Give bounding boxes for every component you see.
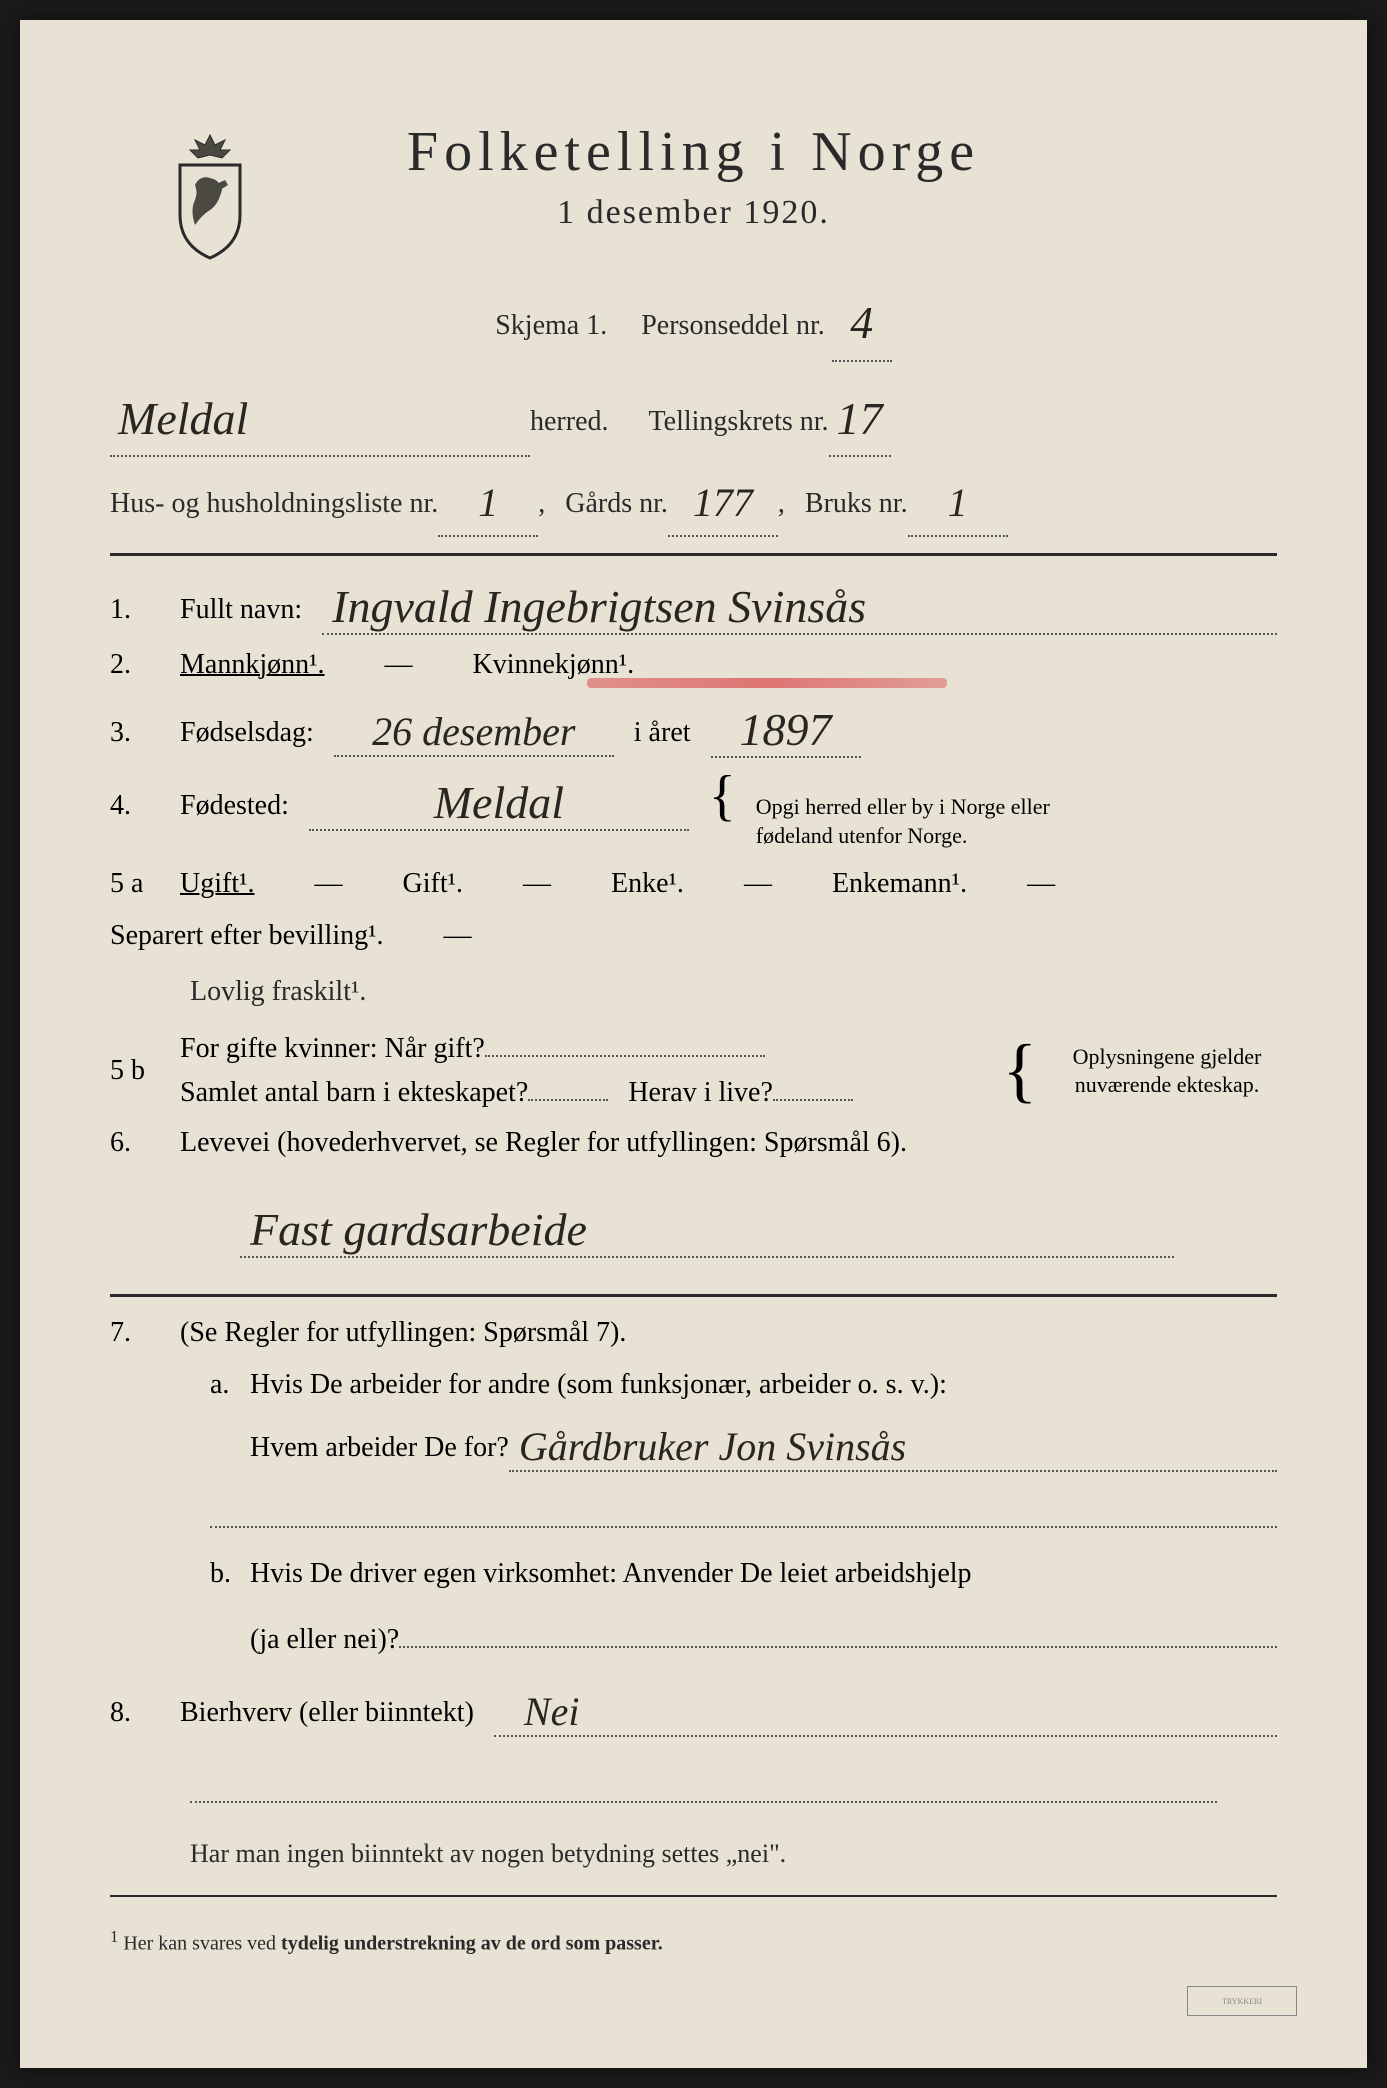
q7a-text2: Hvem arbeider De for? (250, 1432, 509, 1464)
q4-value: Meldal (309, 776, 689, 831)
footnote-num: 1 (110, 1927, 118, 1946)
q7a-fill2 (210, 1488, 1277, 1528)
q1-row: 1. Fullt navn: Ingvald Ingebrigtsen Svin… (110, 576, 1277, 631)
q8-fill2 (190, 1763, 1217, 1803)
q7b-text2: (ja eller nei)? (250, 1624, 399, 1656)
q5a-opt3: Enke¹. (611, 868, 684, 900)
q5a-row2: Lovlig fraskilt¹. (190, 970, 1277, 1015)
main-title: Folketelling i Norge (110, 120, 1277, 184)
q3-year: 1897 (711, 703, 861, 758)
q7b-text1: Hvis De driver egen virksomhet: Anvender… (250, 1558, 972, 1590)
divider-2 (110, 1294, 1277, 1297)
q7-label: (Se Regler for utfyllingen: Spørsmål 7). (180, 1317, 626, 1349)
q5a-opt6: Lovlig fraskilt¹. (190, 976, 366, 1007)
q7b-label: b. (210, 1558, 250, 1590)
hus-line: Hus- og husholdningsliste nr. 1 , Gårds … (110, 467, 1277, 533)
q1-value: Ingvald Ingebrigtsen Svinsås (322, 580, 1277, 635)
q5b-label1: For gifte kvinner: Når gift? (180, 1033, 485, 1065)
q6-value: Fast gardsarbeide (240, 1203, 1174, 1258)
q5a-opt1: Ugift¹. (180, 868, 255, 900)
divider-1 (110, 553, 1277, 556)
q3-num: 3. (110, 717, 160, 749)
q6-row: 6. Levevei (hovederhvervet, se Regler fo… (110, 1127, 1277, 1254)
q7a-value: Gårdbruker Jon Svinsås (509, 1423, 1277, 1472)
tellingskrets-label: Tellingskrets nr. (649, 400, 829, 445)
crest-svg (160, 130, 260, 260)
q5b-fill3 (773, 1099, 853, 1101)
footnote-text1: Her kan svares ved (123, 1932, 281, 1954)
tellingskrets-nr: 17 (829, 382, 891, 458)
divider-3 (110, 1895, 1277, 1897)
q4-num: 4. (110, 790, 160, 822)
q5b-note: Oplysningene gjelder nuværende ekteskap. (1057, 1043, 1277, 1100)
red-pencil-mark (587, 678, 947, 688)
q7-num: 7. (110, 1317, 160, 1349)
gards-nr: 177 (668, 471, 778, 537)
q7a-block: a. Hvis De arbeider for andre (som funks… (210, 1369, 1277, 1528)
q5a-num: 5 a (110, 868, 160, 900)
gards-label: Gårds nr. (565, 482, 668, 527)
q5b-row: 5 b For gifte kvinner: Når gift? Samlet … (110, 1033, 1277, 1109)
q5b-num: 5 b (110, 1055, 160, 1087)
personseddel-label: Personseddel nr. (641, 310, 825, 341)
q5b-fill1 (485, 1055, 765, 1057)
footnote-text2: tydelig understrekning av de ord som pas… (281, 1932, 663, 1954)
q8-value: Nei (494, 1688, 1277, 1737)
bruks-nr: 1 (908, 471, 1008, 537)
footer-note: Har man ingen biinntekt av nogen betydni… (190, 1833, 1277, 1875)
q5b-label2: Samlet antal barn i ekteskapet? (180, 1077, 528, 1109)
brace-icon: { (709, 774, 736, 819)
coat-of-arms (160, 130, 260, 260)
q5b-label3: Herav i live? (628, 1077, 773, 1109)
herred-value: Meldal (110, 382, 530, 458)
q3-label: Fødselsdag: (180, 717, 314, 749)
q4-label: Fødested: (180, 790, 289, 822)
q6-label: Levevei (hovederhvervet, se Regler for u… (180, 1127, 907, 1159)
census-form-page: Folketelling i Norge 1 desember 1920. Sk… (20, 20, 1367, 2068)
q5a-row: 5 a Ugift¹. — Gift¹. — Enke¹. — Enkemann… (110, 868, 1277, 952)
q7a-text1: Hvis De arbeider for andre (som funksjon… (250, 1369, 947, 1401)
q2-num: 2. (110, 649, 160, 681)
schema-label: Skjema 1. (495, 310, 607, 341)
q5a-opt5: Separert efter bevilling¹. (110, 920, 384, 952)
q2-opt1: Mannkjønn¹. (180, 649, 325, 681)
q3-row: 3. Fødselsdag: 26 desember i året 1897 (110, 699, 1277, 754)
q4-row: 4. Fødested: Meldal { Opgi herred eller … (110, 772, 1277, 850)
q7b-fill (399, 1608, 1277, 1648)
q5a-opt4: Enkemann¹. (832, 868, 967, 900)
q5a-opt2: Gift¹. (403, 868, 464, 900)
q3-day: 26 desember (334, 708, 614, 757)
printer-stamp: TRYKKERI (1187, 1986, 1297, 2016)
q8-row: 8. Bierhverv (eller biinntekt) Nei (110, 1684, 1277, 1733)
q1-label: Fullt navn: (180, 594, 302, 626)
husliste-label: Hus- og husholdningsliste nr. (110, 482, 438, 527)
q2-dash: — (385, 649, 413, 681)
bruks-label: Bruks nr. (805, 482, 908, 527)
q7-row: 7. (Se Regler for utfyllingen: Spørsmål … (110, 1317, 1277, 1349)
q2-row: 2. Mannkjønn¹. — Kvinnekjønn¹. (110, 649, 1277, 681)
q2-opt2: Kvinnekjønn¹. (473, 649, 635, 681)
q8-label: Bierhverv (eller biinntekt) (180, 1697, 474, 1729)
brace-icon-2: { (1002, 1042, 1037, 1100)
personseddel-nr: 4 (832, 286, 892, 362)
herred-label: herred. (530, 400, 609, 445)
q8-num: 8. (110, 1697, 160, 1729)
q5b-fill2 (528, 1099, 608, 1101)
subtitle: 1 desember 1920. (110, 194, 1277, 232)
title-block: Folketelling i Norge 1 desember 1920. (110, 120, 1277, 232)
q1-num: 1. (110, 594, 160, 626)
q7b-block: b. Hvis De driver egen virksomhet: Anven… (210, 1558, 1277, 1656)
footnote: 1 Her kan svares ved tydelig understrekn… (110, 1927, 1277, 1956)
q6-num: 6. (110, 1127, 160, 1159)
q4-note: Opgi herred eller by i Norge eller fødel… (756, 793, 1056, 850)
schema-line: Skjema 1. Personseddel nr. 4 (110, 282, 1277, 358)
husliste-nr: 1 (438, 471, 538, 537)
q3-year-label: i året (634, 717, 691, 749)
q7a-label: a. (210, 1369, 250, 1401)
herred-line: Meldal herred. Tellingskrets nr. 17 (110, 378, 1277, 454)
